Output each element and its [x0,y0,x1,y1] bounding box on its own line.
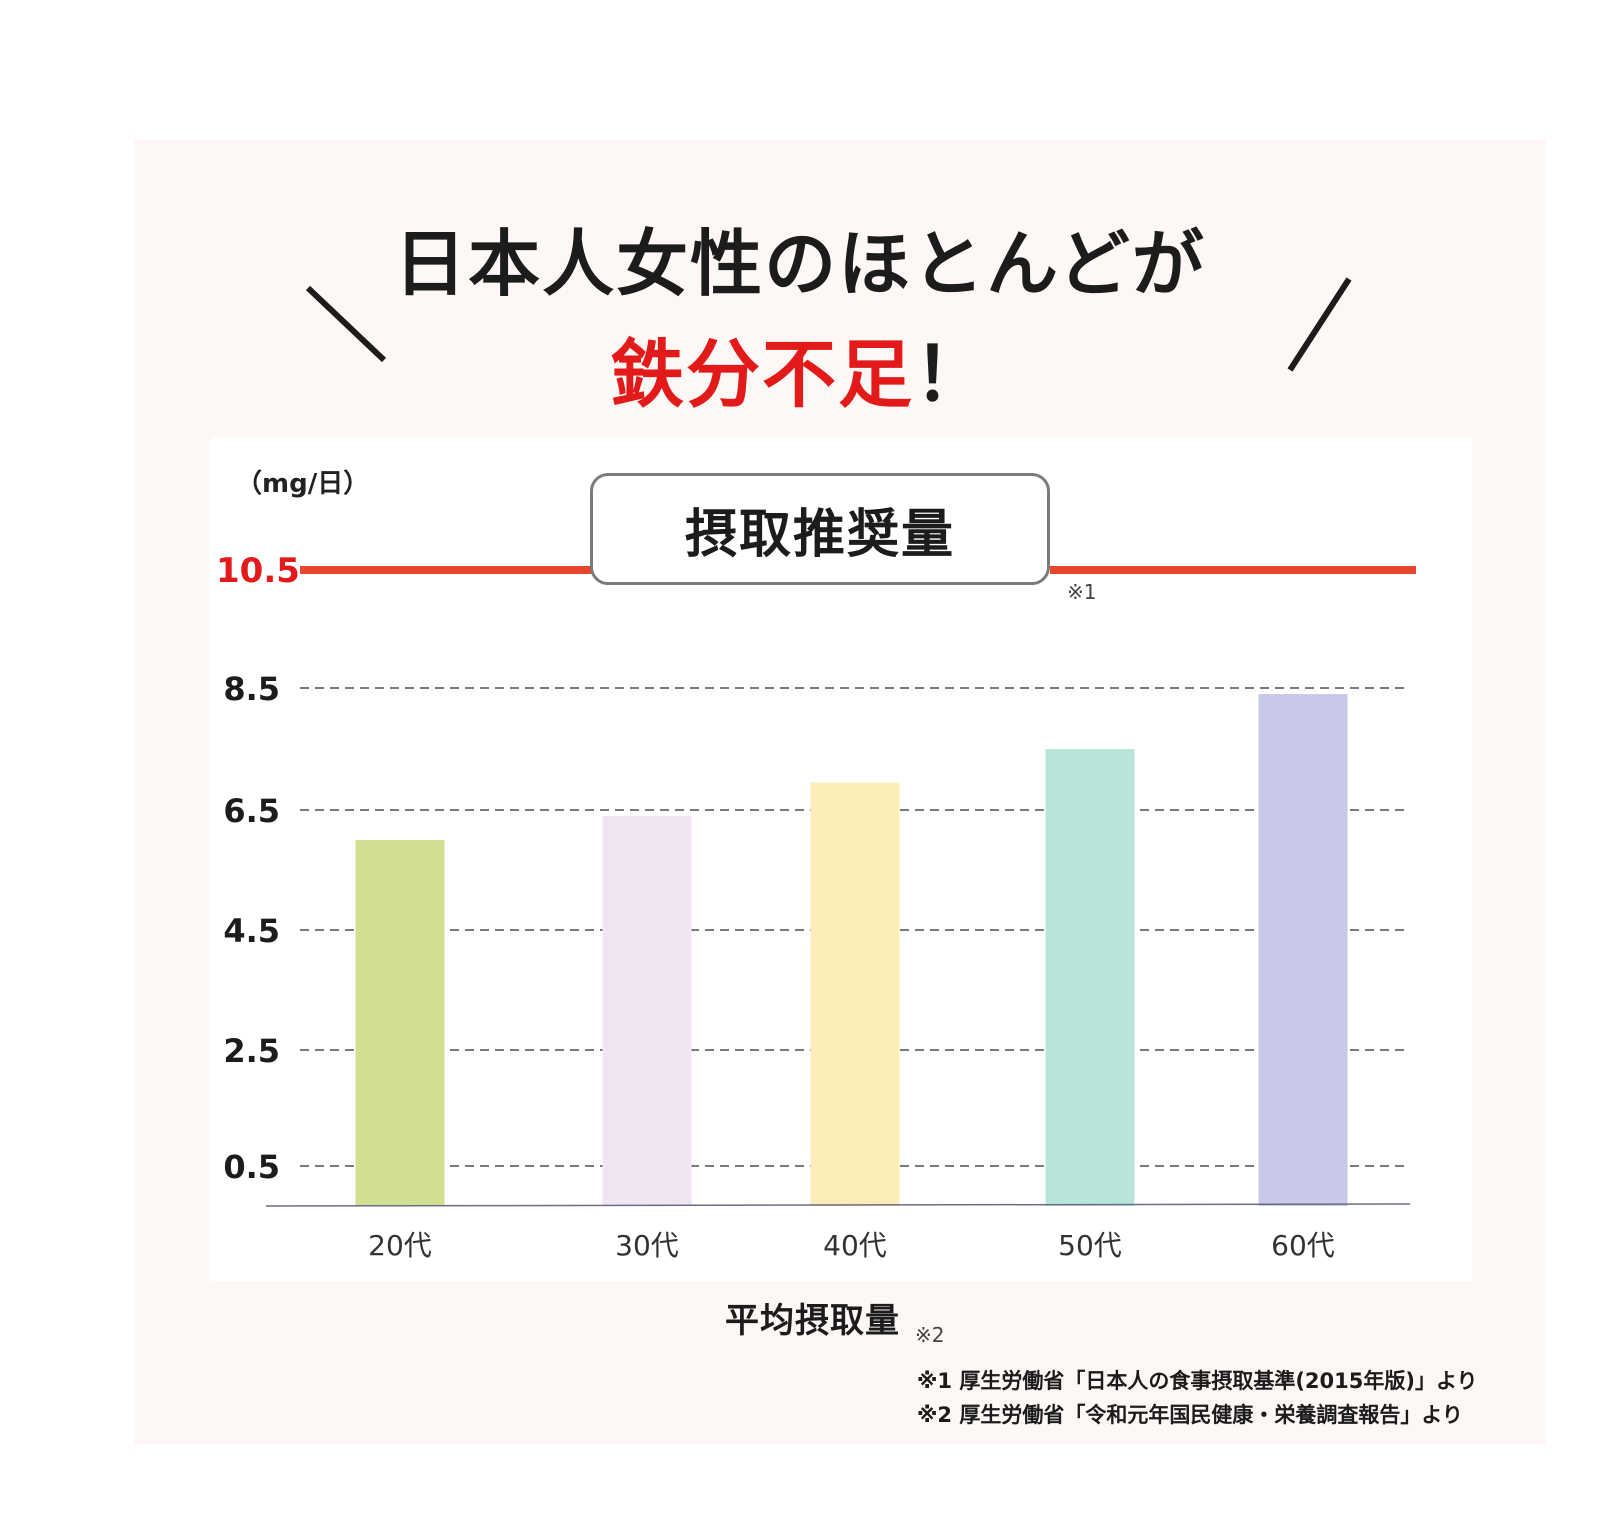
reference-value-label: 10.5 [216,551,300,591]
y-tick-label: 4.5 [223,912,280,950]
bar-40代 [810,782,900,1206]
title-line-2: 鉄分不足！ [0,315,1600,422]
source-note-1: ※1 厚生労働省「日本人の食事摂取基準(2015年版)」より [917,1369,1478,1393]
y-tick-label: 0.5 [223,1148,280,1186]
bar-50代 [1045,749,1135,1206]
bars-caption-footnote-mark: ※2 [915,1323,945,1347]
x-tick-label: 20代 [368,1229,432,1262]
bar-20代 [355,840,445,1206]
left-slash-decoration [305,285,387,363]
reference-footnote-mark: ※1 [1067,580,1097,604]
x-axis-baseline [265,1203,1411,1207]
right-slash-decoration [1287,277,1352,372]
title-highlight: 鉄分不足 [610,332,914,418]
y-tick-labels: 0.5 2.5 4.5 6.5 8.5 [223,670,280,1186]
bar-60代 [1258,694,1348,1206]
x-tick-label: 50代 [1058,1229,1122,1262]
title-exclamation: ！ [914,332,990,418]
bars [355,694,1348,1206]
x-tick-label: 40代 [823,1229,887,1262]
y-tick-label: 6.5 [223,792,280,830]
y-tick-label: 2.5 [223,1032,280,1070]
source-note-2: ※2 厚生労働省「令和元年国民健康・栄養調査報告」より [917,1403,1463,1427]
y-tick-label: 8.5 [223,670,280,708]
reference-label: 摂取推奨量 [590,473,1050,585]
bars-caption: 平均摂取量 [725,1301,900,1341]
y-axis-unit: （mg/日） [236,469,370,499]
x-tick-label: 30代 [615,1229,679,1262]
x-tick-labels: 20代 30代 40代 50代 60代 [368,1229,1335,1262]
bar-30代 [602,816,692,1206]
x-tick-label: 60代 [1271,1229,1335,1262]
title-line-1: 日本人女性のほとんどが [394,222,1206,306]
